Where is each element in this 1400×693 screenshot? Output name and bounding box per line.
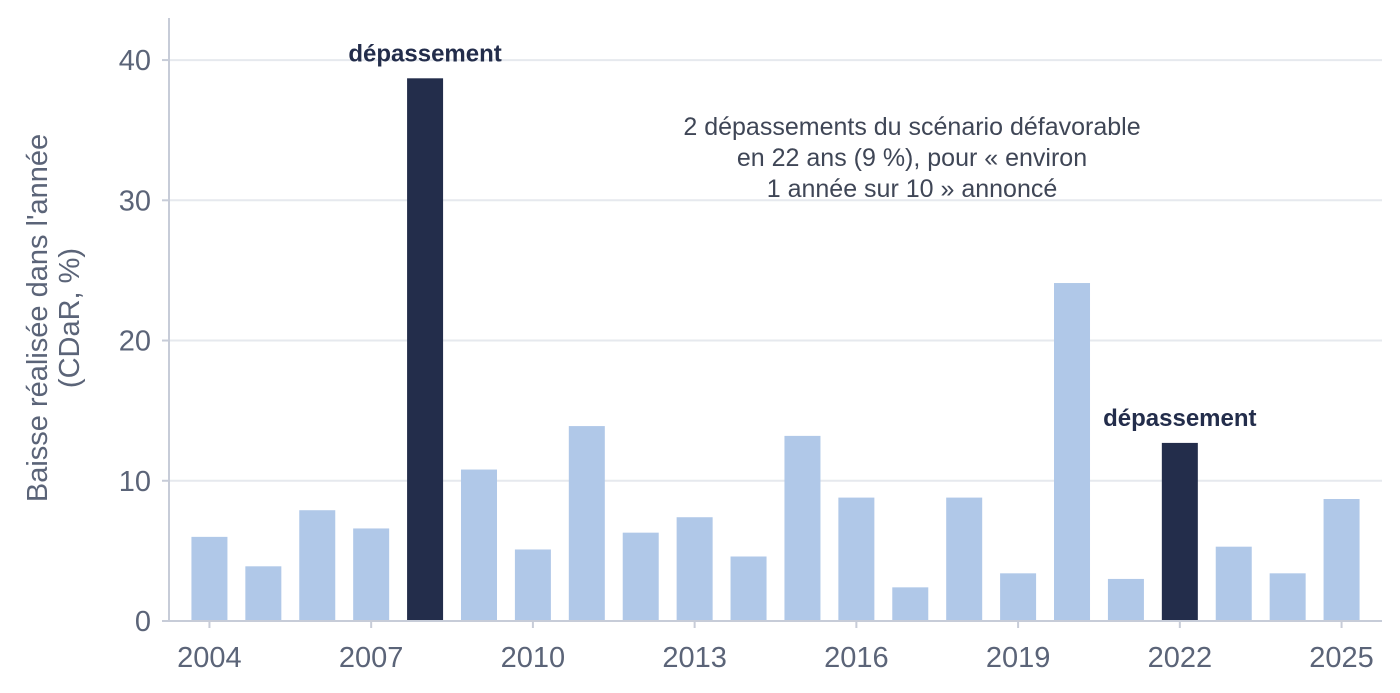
bar-2013	[676, 517, 713, 621]
bar-2010	[514, 549, 551, 621]
x-tick-labels: 2004 2007 2010 2013 2016 2019 2022 2025	[177, 621, 1374, 674]
bar-2019	[1000, 573, 1037, 621]
bar-2022	[1161, 442, 1198, 621]
y-tick-label-10: 10	[119, 466, 151, 498]
x-tick-label-2022: 2022	[1148, 642, 1213, 674]
y-tick-label-20: 20	[119, 326, 151, 358]
x-tick-label-2004: 2004	[177, 642, 242, 674]
x-tick-label-2016: 2016	[824, 642, 889, 674]
bar-2017	[892, 587, 929, 621]
bar-2007	[353, 528, 390, 621]
y-tick-label-30: 30	[119, 185, 151, 217]
bar-2025	[1323, 498, 1360, 621]
x-tick-label-2007: 2007	[339, 642, 404, 674]
bar-2024	[1269, 573, 1306, 621]
bar-2005	[245, 566, 282, 621]
axes	[168, 18, 1382, 622]
annotation-line-2: en 22 ans (9 %), pour « environ	[737, 144, 1087, 172]
y-tick-label-0: 0	[135, 606, 151, 638]
bar-2012	[622, 532, 659, 621]
x-tick-label-2010: 2010	[501, 642, 566, 674]
bar-label-2022: dépassement	[1103, 405, 1256, 432]
bar-2006	[299, 510, 336, 621]
annotation-line-1: 2 dépassements du scénario défavorable	[683, 113, 1140, 141]
bar-2023	[1215, 546, 1252, 621]
x-tick-label-2013: 2013	[662, 642, 727, 674]
bar-label-2008: dépassement	[348, 40, 501, 67]
x-tick-label-2025: 2025	[1309, 642, 1374, 674]
bar-2008	[407, 78, 444, 622]
bar-2004	[191, 536, 228, 621]
bar-2015	[784, 435, 821, 621]
bar-2014	[730, 556, 767, 621]
bar-2021	[1107, 578, 1144, 621]
bar-2011	[568, 426, 605, 621]
annotation-text: 2 dépassements du scénario défavorable en…	[683, 113, 1140, 203]
y-tick-label-40: 40	[119, 45, 151, 77]
bar-2016	[838, 497, 875, 621]
y-axis-title-line-1: Baisse réalisée dans l'année	[22, 134, 54, 502]
y-tick-labels: 0 10 20 30 40	[119, 45, 169, 638]
y-axis-title: Baisse réalisée dans l'année(CDaR, %)	[22, 134, 86, 502]
bar-labels: dépassement dépassement	[348, 40, 1256, 432]
y-axis-title-line-2: (CDaR, %)	[54, 248, 86, 388]
bar-2018	[946, 497, 983, 621]
bar-2020	[1054, 283, 1091, 621]
bars	[191, 78, 1360, 622]
bar-2009	[460, 469, 497, 621]
x-tick-label-2019: 2019	[986, 642, 1051, 674]
annotation-line-3: 1 année sur 10 » annoncé	[767, 175, 1058, 203]
